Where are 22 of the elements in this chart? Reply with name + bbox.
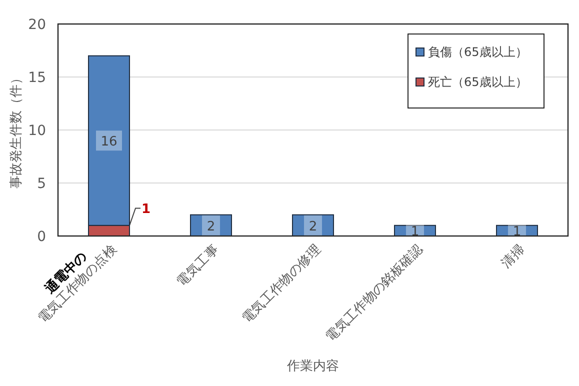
- y-tick-label: 15: [28, 70, 46, 86]
- legend-label: 負傷（65歳以上）: [428, 45, 528, 59]
- data-label: 1: [410, 224, 420, 240]
- x-tick-label: 通電中の 電気工作物の点検: [36, 242, 120, 326]
- data-label: 1: [142, 202, 151, 218]
- y-tick-label: 0: [37, 229, 46, 245]
- data-label: 2: [308, 219, 318, 234]
- x-tick-label: 電気工作物の修理: [240, 242, 324, 326]
- x-tick-label: 電気工作物の銘板確認: [323, 242, 426, 345]
- y-tick-label: 10: [28, 123, 46, 139]
- y-tick-label: 20: [28, 17, 46, 33]
- bar: [292, 214, 334, 236]
- y-tick-label: 5: [37, 176, 46, 192]
- x-tick-label: 清掃: [498, 242, 528, 272]
- x-tick-label: 電気工事: [174, 242, 222, 290]
- x-axis-title: 作業内容: [286, 358, 339, 374]
- data-label: 1: [512, 224, 522, 240]
- data-label: 2: [206, 219, 216, 234]
- y-axis-title: 事故発生件数（件）: [9, 72, 24, 188]
- bar: [190, 214, 232, 236]
- data-label: 16: [100, 134, 118, 150]
- legend-label: 死亡（65歳以上）: [428, 75, 528, 89]
